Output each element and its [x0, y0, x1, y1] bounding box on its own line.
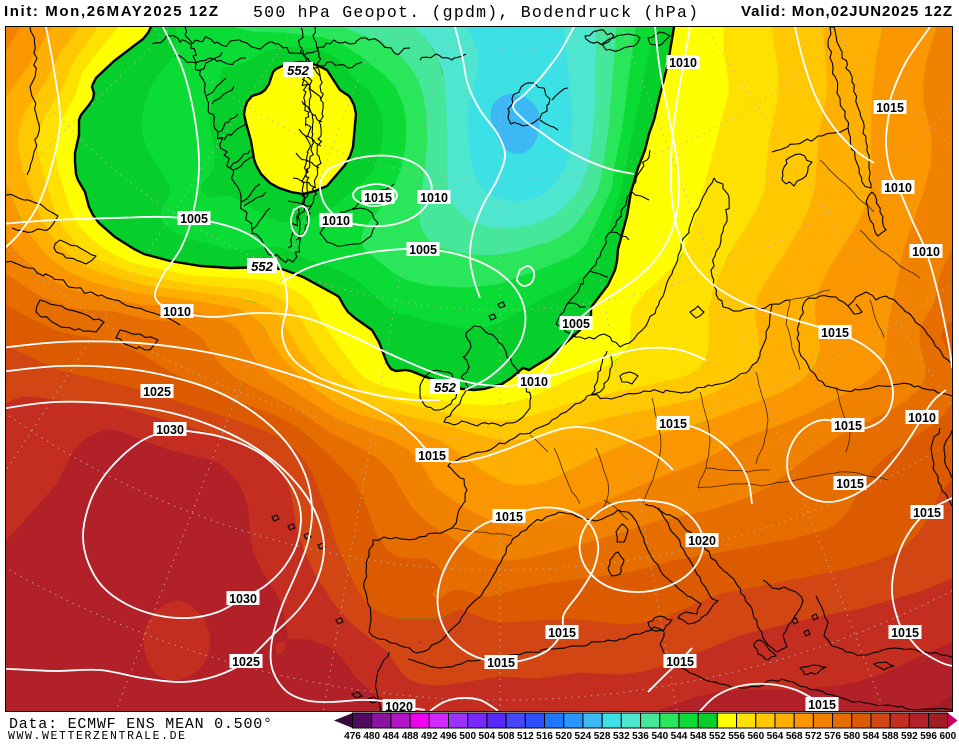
- svg-text:532: 532: [613, 731, 630, 741]
- svg-text:1015: 1015: [913, 506, 941, 520]
- svg-text:508: 508: [498, 731, 515, 741]
- svg-text:1025: 1025: [143, 385, 171, 399]
- svg-text:564: 564: [767, 731, 784, 741]
- svg-text:Data: ECMWF ENS MEAN 0.500°: Data: ECMWF ENS MEAN 0.500°: [9, 716, 272, 733]
- svg-text:500 hPa Geopot. (gpdm), Bodend: 500 hPa Geopot. (gpdm), Bodendruck (hPa): [253, 3, 698, 22]
- svg-text:556: 556: [728, 731, 745, 741]
- svg-text:496: 496: [440, 731, 457, 741]
- svg-text:1015: 1015: [418, 449, 446, 463]
- svg-text:Init: Mon,26MAY2025 12Z: Init: Mon,26MAY2025 12Z: [4, 3, 218, 20]
- svg-text:596: 596: [920, 731, 937, 741]
- svg-text:552: 552: [287, 63, 309, 78]
- svg-text:1010: 1010: [420, 191, 448, 205]
- svg-text:600: 600: [939, 731, 956, 741]
- svg-text:536: 536: [632, 731, 649, 741]
- svg-text:1015: 1015: [891, 626, 919, 640]
- svg-text:484: 484: [383, 731, 400, 741]
- svg-text:1015: 1015: [836, 477, 864, 491]
- svg-text:1030: 1030: [156, 423, 184, 437]
- svg-text:1005: 1005: [562, 317, 590, 331]
- svg-text:552: 552: [709, 731, 726, 741]
- svg-text:Valid: Mon,02JUN2025 12Z: Valid: Mon,02JUN2025 12Z: [741, 3, 952, 20]
- svg-text:480: 480: [363, 731, 380, 741]
- svg-text:552: 552: [251, 259, 273, 274]
- svg-text:576: 576: [824, 731, 841, 741]
- svg-text:572: 572: [805, 731, 822, 741]
- svg-text:500: 500: [459, 731, 476, 741]
- svg-text:1015: 1015: [495, 510, 523, 524]
- svg-text:1010: 1010: [912, 245, 940, 259]
- svg-text:488: 488: [402, 731, 419, 741]
- svg-text:524: 524: [575, 731, 592, 741]
- svg-text:1015: 1015: [364, 191, 392, 205]
- svg-text:1015: 1015: [834, 419, 862, 433]
- svg-text:1025: 1025: [232, 655, 260, 669]
- svg-text:WWW.WETTERZENTRALE.DE: WWW.WETTERZENTRALE.DE: [8, 730, 185, 741]
- svg-text:520: 520: [555, 731, 572, 741]
- svg-text:588: 588: [882, 731, 899, 741]
- svg-text:540: 540: [651, 731, 668, 741]
- svg-text:504: 504: [479, 731, 496, 741]
- svg-text:1010: 1010: [669, 56, 697, 70]
- svg-text:1020: 1020: [688, 534, 716, 548]
- svg-text:1015: 1015: [808, 698, 836, 712]
- svg-text:1005: 1005: [180, 212, 208, 226]
- svg-text:1015: 1015: [876, 101, 904, 115]
- svg-text:584: 584: [863, 731, 880, 741]
- svg-text:492: 492: [421, 731, 438, 741]
- svg-text:512: 512: [517, 731, 534, 741]
- svg-text:544: 544: [671, 731, 688, 741]
- svg-text:1010: 1010: [163, 305, 191, 319]
- svg-text:1015: 1015: [548, 626, 576, 640]
- svg-text:516: 516: [536, 731, 553, 741]
- svg-text:1015: 1015: [659, 417, 687, 431]
- svg-text:476: 476: [344, 731, 361, 741]
- svg-text:528: 528: [594, 731, 611, 741]
- svg-text:1015: 1015: [821, 326, 849, 340]
- svg-text:1015: 1015: [487, 656, 515, 670]
- svg-text:1010: 1010: [520, 375, 548, 389]
- svg-text:580: 580: [843, 731, 860, 741]
- svg-text:592: 592: [901, 731, 918, 741]
- svg-text:548: 548: [690, 731, 707, 741]
- svg-text:1015: 1015: [666, 655, 694, 669]
- svg-text:568: 568: [786, 731, 803, 741]
- svg-text:1020: 1020: [385, 700, 413, 714]
- svg-text:1010: 1010: [884, 181, 912, 195]
- svg-text:1010: 1010: [908, 411, 936, 425]
- svg-text:1010: 1010: [322, 214, 350, 228]
- svg-text:1005: 1005: [409, 243, 437, 257]
- svg-text:1030: 1030: [229, 592, 257, 606]
- svg-text:560: 560: [747, 731, 764, 741]
- svg-text:552: 552: [434, 380, 456, 395]
